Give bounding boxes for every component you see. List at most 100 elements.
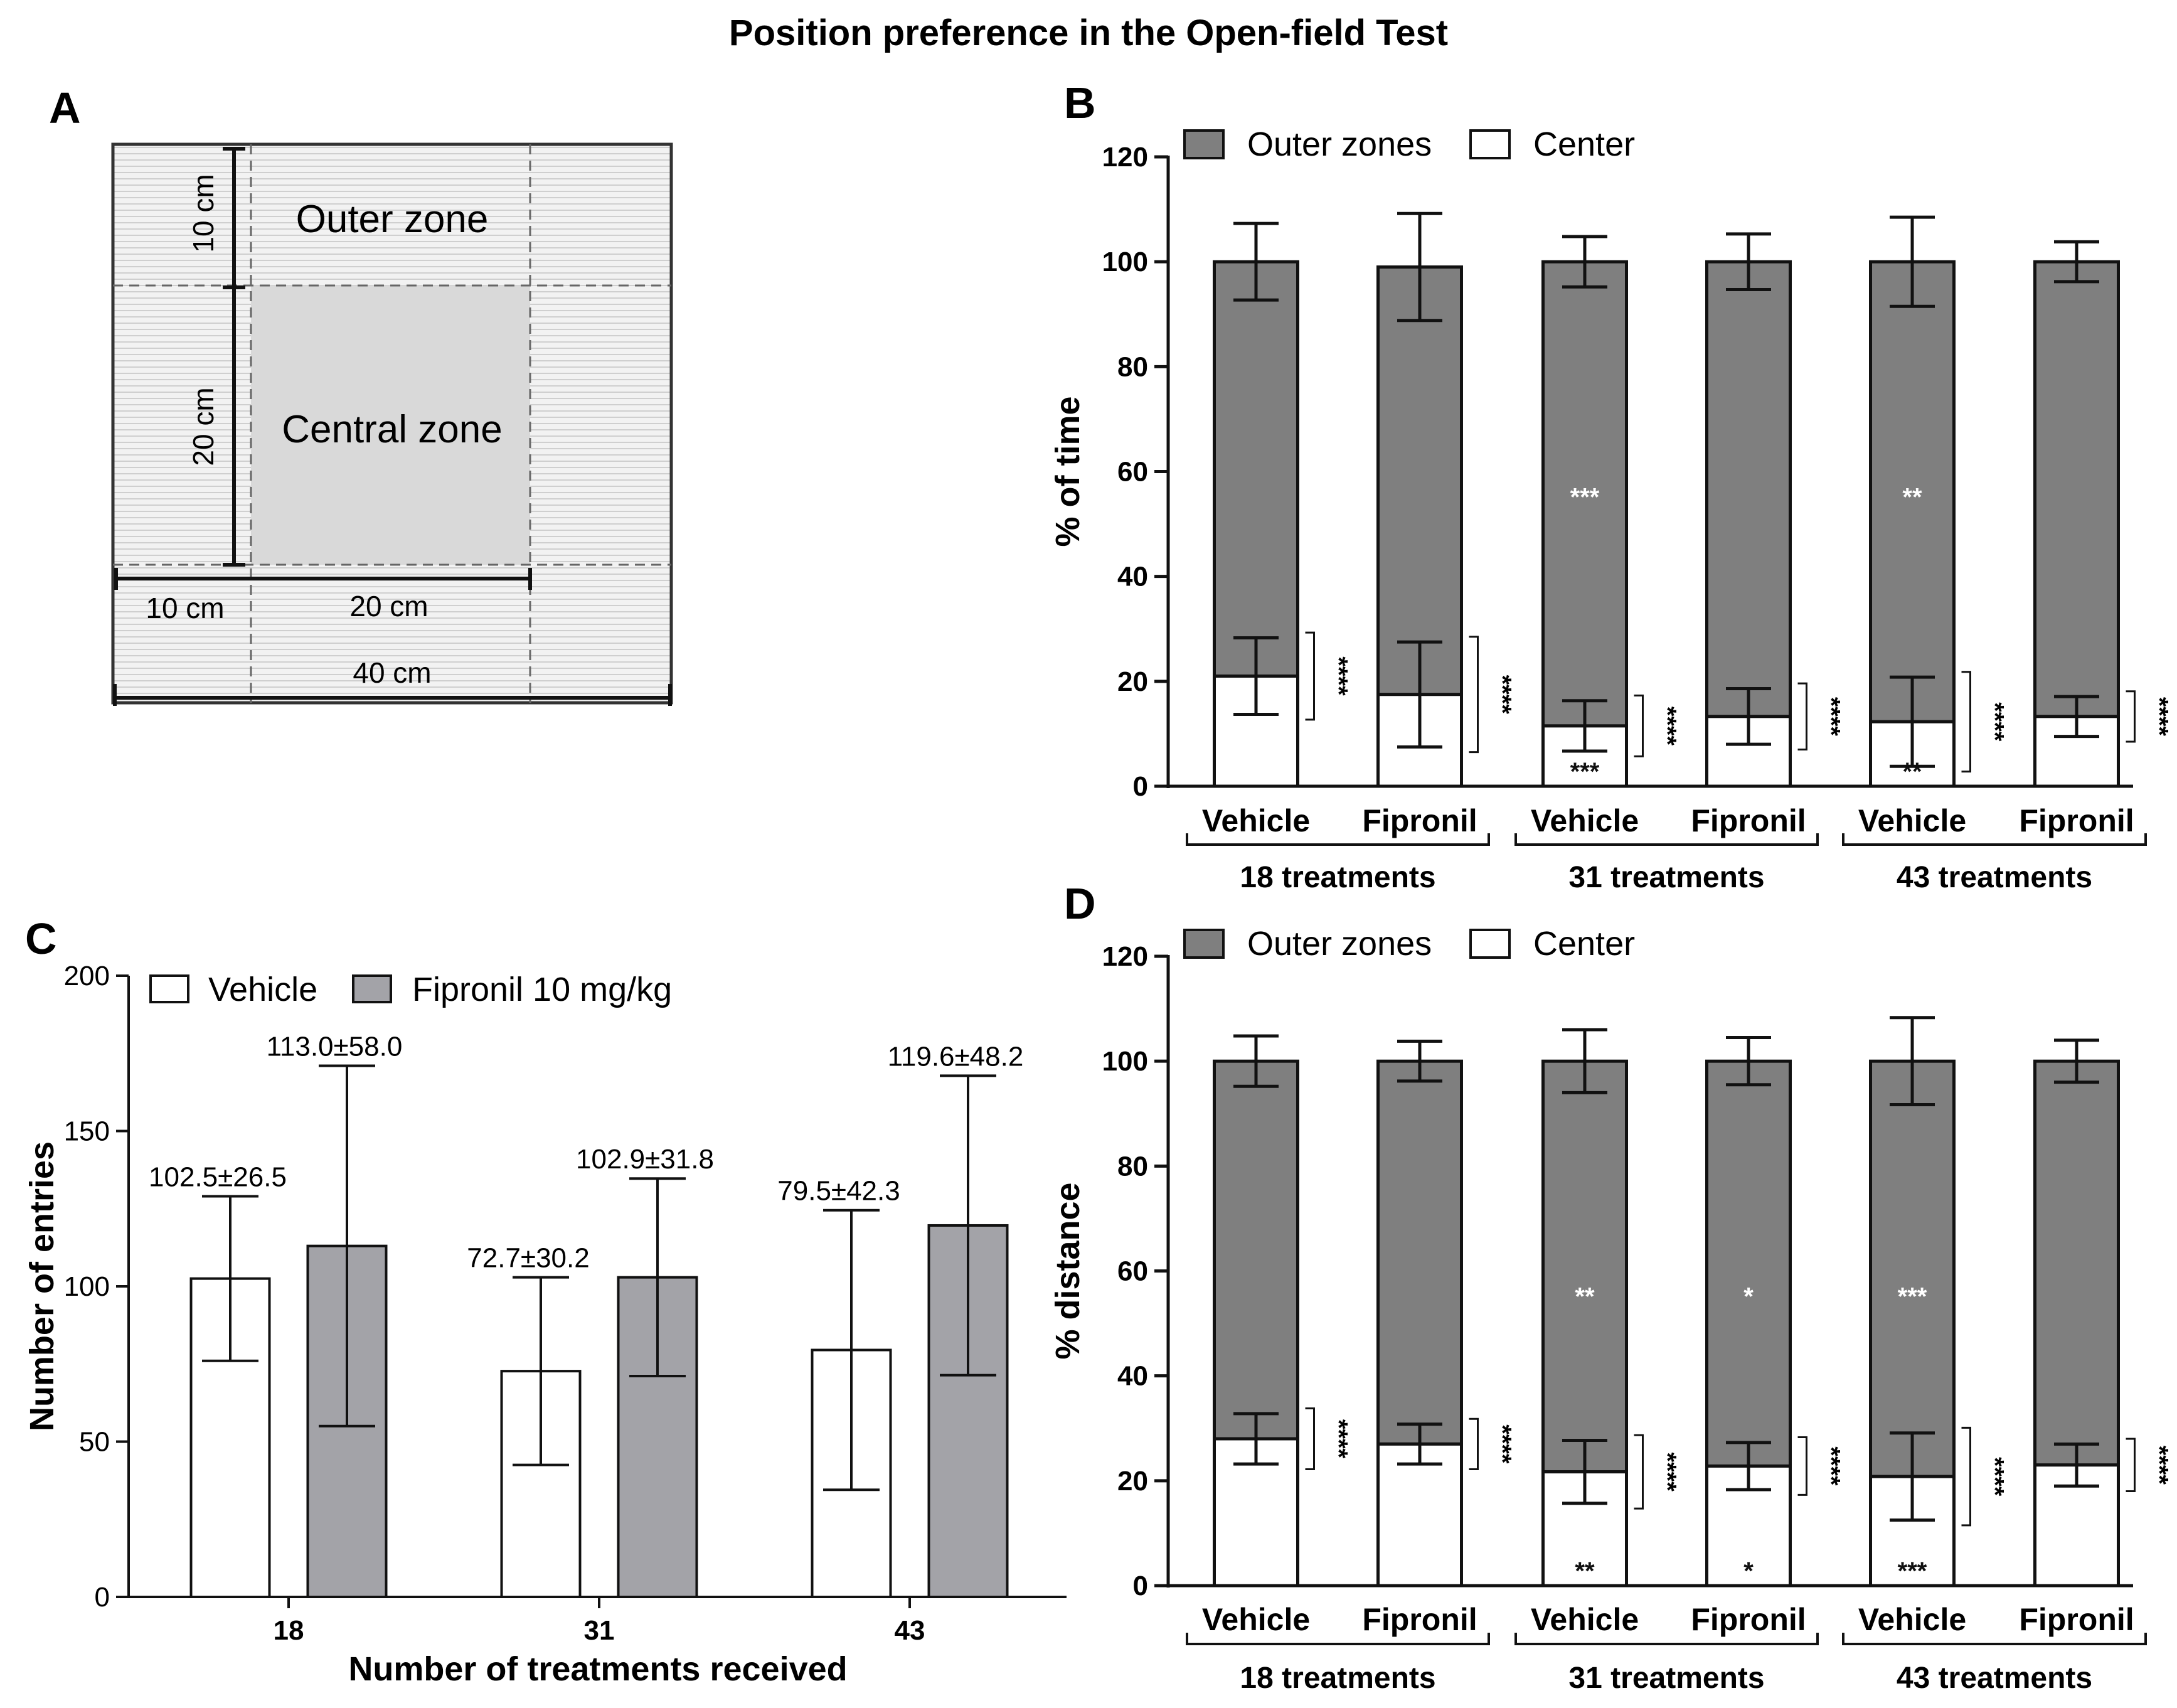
group-label: 18 treatments xyxy=(1240,1662,1435,1695)
significance-bracket xyxy=(2126,1438,2136,1493)
significance-center: *** xyxy=(1898,1557,1927,1585)
y-tick-label: 120 xyxy=(1102,142,1148,173)
category-label: Vehicle xyxy=(1531,1602,1639,1637)
dim-label-h-center: 20 cm xyxy=(349,590,428,622)
legend-swatch-center xyxy=(1469,129,1511,159)
y-axis-label: % distance xyxy=(1049,1182,1087,1359)
significance-bracket xyxy=(1634,1434,1644,1510)
bar-outer-zones xyxy=(1213,260,1299,678)
category-label: Vehicle xyxy=(1202,1602,1310,1637)
group-label: 18 treatments xyxy=(1240,861,1435,894)
panel-a: A Outer zone Central zone 10 cm 20 cm 10… xyxy=(49,83,673,706)
significance-bracket xyxy=(1469,636,1479,754)
bar-outer-zones xyxy=(1869,260,1956,723)
y-axis-label: Number of entries xyxy=(23,1141,61,1431)
legend-label-center: Center xyxy=(1533,125,1635,163)
group-label: 31 treatments xyxy=(1568,861,1764,894)
dim-label-h-outer: 10 cm xyxy=(146,592,224,624)
category-label: Fipronil xyxy=(1691,803,1806,838)
group-bracket xyxy=(1186,1633,1490,1645)
figure-title: Position preference in the Open-field Te… xyxy=(729,13,1448,53)
legend-swatch-center xyxy=(1469,929,1511,959)
legend-label-outer: Outer zones xyxy=(1247,925,1432,963)
group-bracket xyxy=(1514,1633,1819,1645)
data-label: 102.5±26.5 xyxy=(149,1161,287,1192)
y-tick-label: 100 xyxy=(1102,1046,1148,1077)
y-tick-label: 40 xyxy=(1117,562,1148,592)
significance-bracket-label: **** xyxy=(1818,697,1845,737)
legend-label-vehicle: Vehicle xyxy=(208,971,317,1008)
group-label: 31 treatments xyxy=(1568,1662,1764,1695)
significance-center: ** xyxy=(1575,1557,1595,1585)
y-tick-label: 50 xyxy=(79,1427,110,1458)
significance-outer: ** xyxy=(1902,483,1922,511)
legend-label-center: Center xyxy=(1533,925,1635,963)
significance-bracket-label: **** xyxy=(2146,697,2173,737)
bar-outer-zones xyxy=(1869,1059,1956,1478)
y-axis-label: % of time xyxy=(1049,396,1087,547)
arena-central-zone xyxy=(251,286,530,565)
panel-d: D Outer zones Center 0 20 40 60 80 100 120 % dista… xyxy=(1049,879,2173,1695)
y-tick-label: 80 xyxy=(1117,1151,1148,1182)
y-tick-label: 200 xyxy=(64,961,110,991)
panel-b-label: B xyxy=(1064,78,1096,127)
y-tick-label: 40 xyxy=(1117,1361,1148,1392)
bar-outer-zones xyxy=(2033,260,2120,718)
significance-outer: * xyxy=(1743,1283,1754,1310)
x-axis-label: Number of treatments received xyxy=(348,1650,847,1688)
x-tick-label: 31 xyxy=(584,1615,615,1646)
legend-swatch-vehicle xyxy=(149,974,189,1003)
y-tick-label: 100 xyxy=(1102,247,1148,277)
bar-outer-zones xyxy=(1705,1059,1792,1468)
panel-b: B Outer zones Center 0 20 40 60 80 100 120 % of ti… xyxy=(1049,78,2173,894)
significance-outer: ** xyxy=(1575,1283,1595,1310)
category-label: Fipronil xyxy=(2019,803,2134,838)
significance-bracket xyxy=(1305,1407,1315,1470)
group-bracket xyxy=(1842,1633,2147,1645)
significance-bracket xyxy=(2126,690,2136,743)
y-tick-label: 0 xyxy=(95,1582,110,1613)
significance-bracket xyxy=(1469,1417,1479,1470)
group-bracket xyxy=(1514,833,1819,846)
category-label: Vehicle xyxy=(1202,803,1310,838)
significance-bracket-label: **** xyxy=(1489,675,1516,715)
legend-swatch-fipronil xyxy=(352,974,392,1003)
panel-c: C Vehicle Fipronil 10 mg/kg 0 50 100 150 200 Num… xyxy=(23,914,1067,1688)
x-tick-label: 18 xyxy=(274,1615,304,1646)
significance-bracket-label: **** xyxy=(1325,656,1353,696)
significance-center: *** xyxy=(1570,758,1600,786)
significance-bracket-label: **** xyxy=(2146,1446,2173,1485)
dim-label-v-outer: 10 cm xyxy=(187,174,220,252)
category-label: Fipronil xyxy=(1691,1602,1806,1637)
bar-outer-zones xyxy=(1541,260,1628,728)
panel-d-label: D xyxy=(1064,879,1096,928)
significance-bracket xyxy=(1797,682,1807,750)
y-tick-label: 150 xyxy=(64,1116,110,1147)
legend-label-outer: Outer zones xyxy=(1247,125,1432,163)
x-tick-label: 43 xyxy=(895,1615,925,1646)
panel-a-label: A xyxy=(49,83,81,132)
significance-bracket-label: **** xyxy=(1654,707,1681,746)
y-tick-label: 120 xyxy=(1102,941,1148,972)
category-label: Vehicle xyxy=(1531,803,1639,838)
bar-outer-zones xyxy=(1541,1059,1628,1474)
significance-bracket-label: **** xyxy=(1981,1457,2009,1497)
significance-bracket-label: **** xyxy=(1818,1446,1845,1486)
bar-center xyxy=(1376,1442,1463,1588)
data-label: 79.5±42.3 xyxy=(777,1176,900,1207)
significance-bracket-label: **** xyxy=(1654,1452,1681,1492)
outer-zone-label: Outer zone xyxy=(296,198,489,241)
data-label: 102.9±31.8 xyxy=(576,1144,714,1175)
central-zone-label: Central zone xyxy=(282,408,503,451)
legend-swatch-outer xyxy=(1183,929,1225,959)
significance-bracket-label: **** xyxy=(1981,702,2009,742)
significance-bracket xyxy=(1961,1426,1971,1527)
group-label: 43 treatments xyxy=(1897,1662,2092,1695)
dim-label-total: 40 cm xyxy=(353,656,431,689)
significance-bracket xyxy=(1797,1436,1807,1496)
group-bracket xyxy=(1186,833,1490,846)
significance-outer: *** xyxy=(1570,483,1600,511)
significance-bracket xyxy=(1634,694,1644,757)
group-label: 43 treatments xyxy=(1897,861,2092,894)
y-tick-label: 20 xyxy=(1117,1466,1148,1497)
